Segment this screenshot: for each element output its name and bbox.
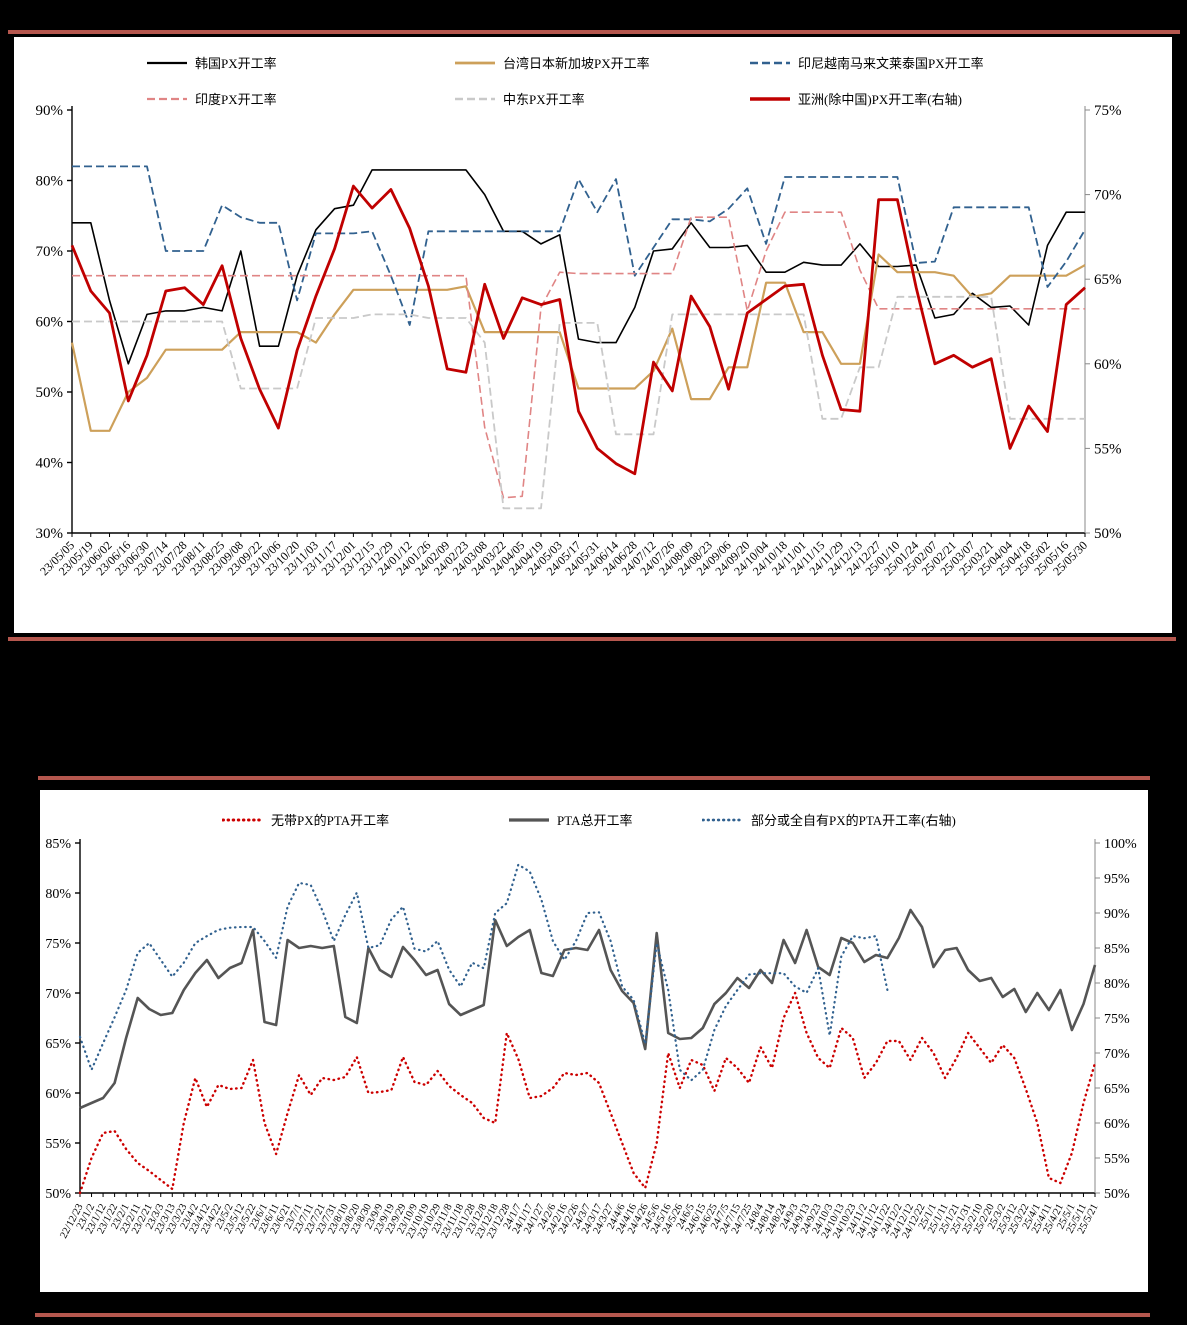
- x-axis-labels: 22/12/2323/1/223/1/1223/1/2223/2/123/2/1…: [58, 1193, 1101, 1240]
- pta-chart-panel: 无带PX的PTA开工率 PTA总开工率 部分或全自有PX的PTA开工率(右轴) …: [40, 790, 1148, 1292]
- series-line-1: [79, 908, 1097, 1110]
- right-axis-tick-label: 90%: [1104, 907, 1130, 922]
- top-separator-rule: [8, 30, 1180, 34]
- right-axis-tick-label: 50%: [1094, 526, 1122, 542]
- legend-item-taiwan-japan-singapore: 台湾日本新加坡PX开工率: [454, 53, 650, 72]
- left-axis-tick-label: 80%: [45, 887, 71, 902]
- right-axis-tick-label: 55%: [1094, 441, 1122, 457]
- legend-item-korea: 韩国PX开工率: [146, 53, 277, 72]
- legend-item-pta-with-own-px: 部分或全自有PX的PTA开工率(右轴): [701, 810, 956, 829]
- legend-label: 台湾日本新加坡PX开工率: [503, 56, 650, 71]
- right-axis-tick-label: 95%: [1104, 872, 1130, 887]
- series-line-3: [72, 211, 1085, 499]
- korea-line-sample: [146, 59, 188, 67]
- left-axis-tick-label: 85%: [45, 837, 71, 852]
- left-axis-tick-label: 30%: [36, 526, 64, 542]
- x-axis-labels: 23/05/0523/05/1923/06/0223/06/1623/06/30…: [37, 533, 1090, 578]
- legend-item-sea-countries: 印尼越南马来文莱泰国PX开工率: [749, 53, 984, 72]
- pta-with-own-px-line-sample: [701, 816, 745, 824]
- px-operating-rate-chart: 30% 40% 50% 60% 70% 80% 90% 50% 55% 60% 65% 70% 75% 2…: [36, 103, 1122, 578]
- right-axis-tick-label: 70%: [1104, 1047, 1130, 1062]
- left-axis-tick-label: 70%: [45, 987, 71, 1002]
- left-axis-tick-label: 65%: [45, 1037, 71, 1052]
- right-axis-tick-label: 70%: [1094, 188, 1122, 204]
- india-line-sample: [146, 95, 188, 103]
- px-chart-panel: 韩国PX开工率 台湾日本新加坡PX开工率 印尼越南马来文莱泰国PX开工率 印度P…: [14, 37, 1172, 633]
- mid-separator-rule-1: [8, 637, 1176, 641]
- right-axis-tick-label: 100%: [1104, 837, 1137, 852]
- pta-operating-rate-chart: 50% 55% 60% 65% 70% 75% 80% 85% 50% 55% 60% 65% 70% 7…: [45, 837, 1137, 1240]
- legend-item-pta-without-px: 无带PX的PTA开工率: [221, 810, 390, 829]
- pta-without-px-line-sample: [221, 816, 265, 824]
- asia-ex-china-line-sample: [749, 95, 791, 103]
- left-axis-tick-label: 40%: [36, 456, 64, 472]
- bottom-separator-rule: [35, 1313, 1150, 1317]
- legend-label: 印度PX开工率: [195, 92, 277, 107]
- series-line-2: [72, 165, 1086, 326]
- right-axis-tick-label: 85%: [1104, 942, 1130, 957]
- left-axis-tick-label: 60%: [45, 1087, 71, 1102]
- right-axis-tick-label: 60%: [1094, 357, 1122, 373]
- left-axis-tick-label: 70%: [36, 244, 64, 260]
- legend-label: 无带PX的PTA开工率: [271, 813, 390, 828]
- legend-item-india: 印度PX开工率: [146, 89, 277, 108]
- series-line-4: [72, 295, 1085, 510]
- taiwan-line-sample: [454, 59, 496, 67]
- left-axis-tick-label: 50%: [36, 385, 64, 401]
- right-axis-tick-label: 55%: [1104, 1152, 1130, 1167]
- right-axis-tick-label: 50%: [1104, 1187, 1130, 1202]
- right-axis-tick-label: 60%: [1104, 1117, 1130, 1132]
- legend-label: 亚洲(除中国)PX开工率(右轴): [798, 92, 962, 107]
- right-axis-tick-label: 65%: [1094, 272, 1122, 288]
- left-axis-tick-label: 75%: [45, 937, 71, 952]
- left-axis-tick-label: 50%: [45, 1187, 71, 1202]
- legend-label: 印尼越南马来文莱泰国PX开工率: [798, 56, 984, 71]
- middle-east-line-sample: [454, 95, 496, 103]
- left-axis-tick-label: 60%: [36, 315, 64, 331]
- legend-item-pta-total: PTA总开工率: [508, 810, 633, 829]
- series-line-2: [78, 863, 889, 1082]
- axes: 50% 55% 60% 65% 70% 75% 80% 85% 50% 55% 60% 65% 70% 7…: [45, 837, 1137, 1202]
- legend-item-asia-ex-china: 亚洲(除中国)PX开工率(右轴): [749, 89, 962, 108]
- left-axis-tick-label: 90%: [36, 103, 64, 119]
- right-axis-tick-label: 75%: [1094, 103, 1122, 119]
- legend-label: 部分或全自有PX的PTA开工率(右轴): [751, 813, 956, 828]
- mid-separator-rule-2: [38, 776, 1150, 780]
- pta-total-line-sample: [508, 816, 550, 824]
- left-axis-tick-label: 55%: [45, 1137, 71, 1152]
- right-axis-tick-label: 75%: [1104, 1012, 1130, 1027]
- right-axis-tick-label: 80%: [1104, 977, 1130, 992]
- series-line-0: [78, 991, 1097, 1195]
- legend-label: 中东PX开工率: [503, 92, 585, 107]
- legend-item-middle-east: 中东PX开工率: [454, 89, 585, 108]
- legend-label: PTA总开工率: [557, 813, 633, 828]
- sea-line-sample: [749, 59, 791, 67]
- series-line-0: [72, 169, 1085, 365]
- legend-label: 韩国PX开工率: [195, 56, 277, 71]
- series-line-5: [70, 184, 1086, 476]
- series-line-1: [70, 253, 1086, 432]
- left-axis-tick-label: 80%: [36, 174, 64, 190]
- right-axis-tick-label: 65%: [1104, 1082, 1130, 1097]
